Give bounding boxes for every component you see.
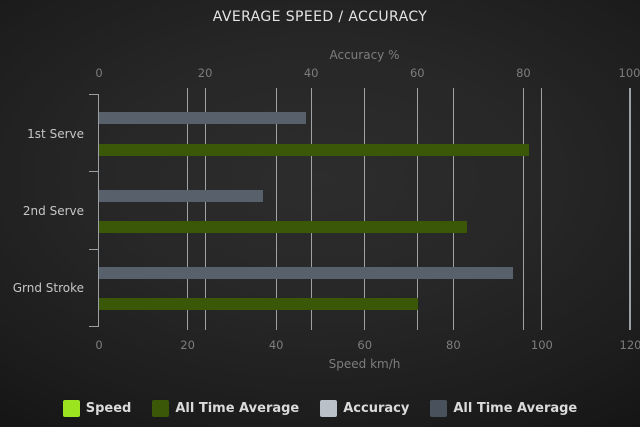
legend-swatch (320, 400, 338, 417)
bar-all-time-average (99, 189, 264, 202)
legend: Speed All Time Average Accuracy All Time Av… (0, 400, 640, 417)
top-axis-tick-label: 20 (197, 66, 213, 80)
legend-item-all-time-average[interactable]: All Time Average (152, 400, 299, 417)
bar-all-time-average (99, 266, 513, 279)
top-axis-gridline (629, 88, 630, 330)
bottom-axis-gridline (364, 88, 366, 330)
top-axis-gridline (416, 88, 418, 330)
legend-swatch (62, 400, 80, 417)
legend-item-speed[interactable]: Speed (62, 400, 132, 417)
category-label: 1st Serve (27, 126, 84, 141)
bottom-axis-gridline (630, 88, 631, 330)
category-axis-tick (89, 171, 99, 173)
bar-all-time-average (99, 112, 306, 125)
category-axis-tick (89, 326, 99, 327)
legend-item-accuracy[interactable]: Accuracy (320, 400, 409, 417)
legend-swatch (430, 400, 448, 417)
top-axis-gridline (204, 88, 206, 330)
top-axis-gridline (522, 88, 524, 330)
legend-swatch (152, 400, 170, 417)
bottom-axis-tick-label: 0 (95, 338, 103, 352)
bottom-axis-tick-label: 80 (446, 338, 461, 352)
top-axis-tick-label: 40 (303, 66, 319, 80)
bar-all-time-average (99, 143, 529, 156)
bottom-axis-gridline (452, 88, 454, 330)
category-label: 2nd Serve (22, 204, 84, 218)
bottom-axis-title: Speed km/h (328, 357, 401, 371)
chart-title: AVERAGE SPEED / ACCURACY (212, 9, 428, 25)
category-axis-tick (89, 94, 99, 95)
legend-item-all-time-average[interactable]: All Time Average (430, 400, 577, 417)
legend-label: Accuracy (343, 401, 410, 416)
top-axis-title: Accuracy % (329, 48, 400, 62)
bottom-axis-tick-label: 100 (530, 338, 553, 352)
top-axis-tick-label: 80 (516, 66, 531, 80)
bottom-axis-gridline (187, 88, 189, 330)
bottom-axis-tick-label: 20 (180, 338, 195, 352)
bar-all-time-average (99, 298, 418, 311)
category-axis-line (98, 94, 99, 326)
top-axis-tick-label: 60 (409, 66, 425, 80)
legend-label: All Time Average (175, 401, 300, 416)
bottom-axis-tick-label: 120 (619, 338, 640, 352)
category-label: Grnd Stroke (12, 281, 84, 296)
bottom-axis-gridline (541, 88, 543, 330)
top-axis-gridline (310, 88, 312, 330)
bottom-axis-tick-label: 60 (357, 338, 373, 352)
bottom-axis-tick-label: 40 (268, 338, 284, 352)
category-axis-tick (89, 248, 99, 250)
bar-all-time-average (99, 221, 467, 234)
legend-label: Speed (85, 401, 132, 416)
bottom-axis-gridline (275, 88, 277, 330)
top-axis-tick-label: 0 (95, 66, 103, 80)
top-axis-tick-label: 100 (618, 66, 640, 80)
legend-label: All Time Average (453, 401, 578, 416)
